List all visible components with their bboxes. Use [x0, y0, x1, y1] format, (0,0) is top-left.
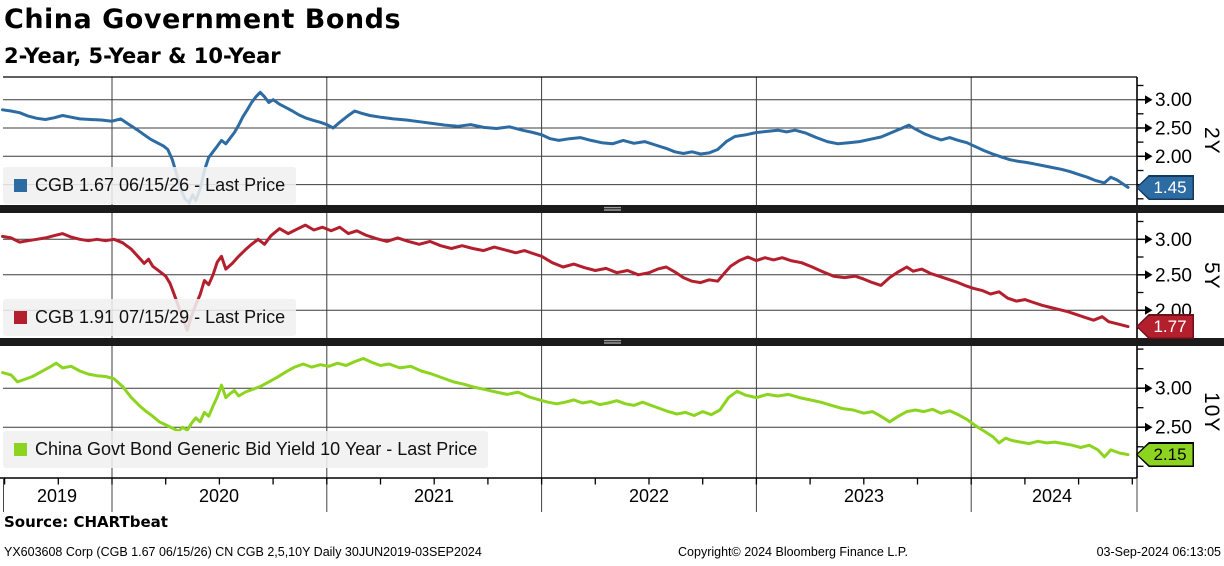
- legend-swatch-2y-icon: [14, 179, 27, 192]
- last-price-badge-2y: 1.45: [1136, 175, 1194, 200]
- x-axis-year-label: 2020: [198, 486, 240, 506]
- y-tick-label-5y: 2.50: [1155, 265, 1192, 286]
- badge-value-2y: 1.45: [1137, 176, 1193, 199]
- panel-separator-bar: [0, 338, 1224, 346]
- y-tick-arrow-icon-2y: [1145, 95, 1153, 105]
- y-tick-label-10y: 2.50: [1155, 418, 1192, 439]
- last-price-badge-10y: 2.15: [1136, 442, 1194, 467]
- footer-security-info: YX603608 Corp (CGB 1.67 06/15/26) CN CGB…: [4, 545, 482, 559]
- footer-copyright: Copyright© 2024 Bloomberg Finance L.P.: [678, 545, 908, 559]
- x-axis-year-label: 2021: [413, 486, 455, 506]
- panel-axis-title-5y: 5Y: [1199, 213, 1223, 338]
- y-tick-arrow-icon-10y: [1145, 383, 1153, 393]
- y-tick-label-2y: 2.00: [1155, 147, 1192, 168]
- last-price-badge-5y: 1.77: [1136, 314, 1194, 339]
- panel-axis-title-5y-text: 5Y: [1200, 261, 1223, 290]
- y-tick-label-10y: 3.00: [1155, 379, 1192, 400]
- series-line-10y: [1, 357, 1130, 459]
- y-tick-arrow-icon-5y: [1145, 270, 1153, 280]
- chart-subtitle: 2-Year, 5-Year & 10-Year: [4, 44, 281, 68]
- x-axis-year-label: 2023: [843, 486, 885, 506]
- y-tick-label-5y: 3.00: [1155, 230, 1192, 251]
- y-tick-arrow-icon-5y: [1145, 234, 1153, 244]
- y-tick-arrow-icon-10y: [1145, 422, 1153, 432]
- legend-swatch-10y-icon: [14, 443, 27, 456]
- legend-label-5y: CGB 1.91 07/15/29 - Last Price: [35, 307, 286, 327]
- legend-5y: CGB 1.91 07/15/29 - Last Price: [3, 299, 297, 336]
- badge-value-10y: 2.15: [1137, 443, 1193, 466]
- y-tick-arrow-icon-2y: [1145, 123, 1153, 133]
- panel-axis-title-10y: 10Y: [1199, 346, 1223, 478]
- chart-title: China Government Bonds: [4, 4, 402, 35]
- panel-axis-title-2y: 2Y: [1199, 77, 1223, 205]
- badge-value-5y: 1.77: [1137, 315, 1193, 338]
- panel-separator-bar: [0, 205, 1224, 213]
- legend-label-2y: CGB 1.67 06/15/26 - Last Price: [35, 175, 286, 195]
- legend-swatch-5y-icon: [14, 311, 27, 324]
- y-tick-label-2y: 3.00: [1155, 90, 1192, 111]
- source-credit: Source: CHARTbeat: [4, 513, 168, 531]
- legend-label-10y: China Govt Bond Generic Bid Yield 10 Yea…: [35, 439, 478, 459]
- legend-10y: China Govt Bond Generic Bid Yield 10 Yea…: [3, 431, 489, 468]
- x-axis-year-label: 2022: [628, 486, 670, 506]
- footer-timestamp: 03-Sep-2024 06:13:05: [1096, 545, 1221, 559]
- y-tick-arrow-icon-5y: [1145, 305, 1153, 315]
- panel-axis-title-2y-text: 2Y: [1200, 127, 1223, 155]
- y-tick-label-2y: 2.50: [1155, 119, 1192, 140]
- series-line-5y: [1, 223, 1130, 332]
- panel-axis-title-10y-text: 10Y: [1200, 391, 1223, 433]
- x-axis-year-label: 2019: [36, 486, 78, 506]
- legend-2y: CGB 1.67 06/15/26 - Last Price: [3, 167, 297, 204]
- x-axis-year-label: 2024: [1031, 486, 1073, 506]
- y-tick-arrow-icon-2y: [1145, 151, 1153, 161]
